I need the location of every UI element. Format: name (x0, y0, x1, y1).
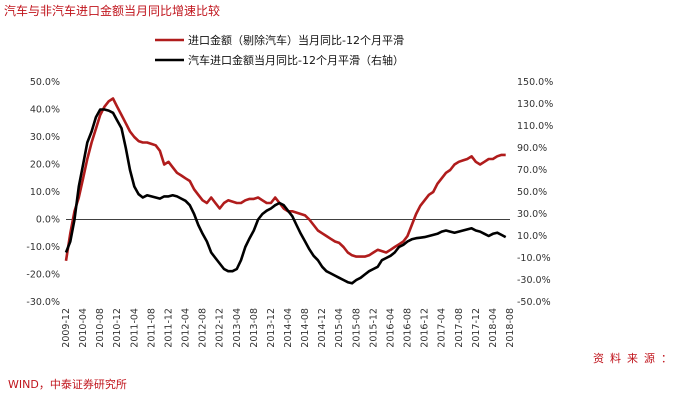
x-tick-label: 2010-12 (112, 308, 123, 348)
x-tick-label: 2015-04 (334, 308, 345, 348)
x-axis-ticks: 2009-12 2010-04 2010-08 2010-12 2011-04 2011-… (61, 308, 516, 348)
x-tick-label: 2009-12 (61, 308, 72, 348)
right-tick-label: 70.0% (517, 165, 547, 176)
series-lines (64, 97, 507, 285)
right-tick-label: 30.0% (517, 209, 547, 220)
left-tick-label: 10.0% (30, 187, 60, 198)
x-tick-label: 2015-12 (368, 308, 379, 348)
chart-legend: 进口金额（剔除汽车）当月同比-12个月平滑汽车进口金额当月同比-12个月平滑（右… (155, 33, 404, 67)
left-axis-ticks: 50.0% 40.0% 30.0% 20.0% 10.0% 0.0% -10.0% -20.0… (26, 77, 60, 308)
x-tick-label: 2013-04 (232, 308, 243, 348)
left-tick-label: 40.0% (30, 105, 60, 116)
source-credit: WIND，中泰证券研究所 (8, 378, 127, 391)
right-tick-label: 50.0% (517, 187, 547, 198)
x-tick-label: 2018-04 (488, 308, 499, 348)
left-tick-label: 20.0% (30, 160, 60, 171)
x-tick-label: 2014-08 (300, 308, 311, 348)
x-tick-label: 2017-04 (437, 308, 448, 348)
x-tick-label: 2010-04 (78, 308, 89, 348)
right-tick-label: 10.0% (517, 231, 547, 242)
x-tick-label: 2018-08 (505, 308, 516, 348)
legend-label: 汽车进口金额当月同比-12个月平滑（右轴） (188, 53, 404, 67)
x-tick-label: 2010-08 (95, 308, 106, 348)
legend-label: 进口金额（剔除汽车）当月同比-12个月平滑 (188, 33, 404, 47)
x-tick-label: 2012-12 (215, 308, 226, 348)
right-tick-label: -10.0% (517, 253, 551, 264)
x-tick-label: 2017-08 (454, 308, 465, 348)
x-tick-label: 2017-12 (471, 308, 482, 348)
right-tick-label: 130.0% (517, 99, 553, 110)
left-tick-label: 30.0% (30, 132, 60, 143)
left-tick-label: -10.0% (26, 242, 60, 253)
x-tick-label: 2012-04 (181, 308, 192, 348)
x-tick-label: 2013-08 (249, 308, 260, 348)
x-tick-label: 2016-08 (403, 308, 414, 348)
x-tick-label: 2014-04 (283, 308, 294, 348)
x-tick-label: 2011-08 (146, 308, 157, 348)
series-line-auto-imports (64, 108, 507, 285)
x-tick-label: 2014-12 (317, 308, 328, 348)
right-tick-label: -30.0% (517, 275, 551, 286)
right-tick-label: 150.0% (517, 77, 553, 88)
left-tick-label: -30.0% (26, 297, 60, 308)
x-tick-label: 2016-12 (420, 308, 431, 348)
x-tick-label: 2011-04 (129, 308, 140, 348)
x-tick-label: 2012-08 (198, 308, 209, 348)
x-tick-label: 2016-04 (385, 308, 396, 348)
x-tick-label: 2015-08 (351, 308, 362, 348)
right-tick-label: -50.0% (517, 297, 551, 308)
right-tick-label: 110.0% (517, 121, 553, 132)
right-tick-label: 90.0% (517, 143, 547, 154)
left-tick-label: -20.0% (26, 270, 60, 281)
x-tick-label: 2013-12 (266, 308, 277, 348)
x-tick-label: 2011-12 (163, 308, 174, 348)
left-tick-label: 0.0% (36, 215, 60, 226)
right-axis-ticks: 150.0% 130.0% 110.0% 90.0% 70.0% 50.0% 30.0% 10… (517, 77, 553, 308)
left-tick-label: 50.0% (30, 77, 60, 88)
source-label: 资料来源： (593, 352, 678, 365)
chart-title: 汽车与非汽车进口金额当月同比增速比较 (4, 4, 221, 18)
